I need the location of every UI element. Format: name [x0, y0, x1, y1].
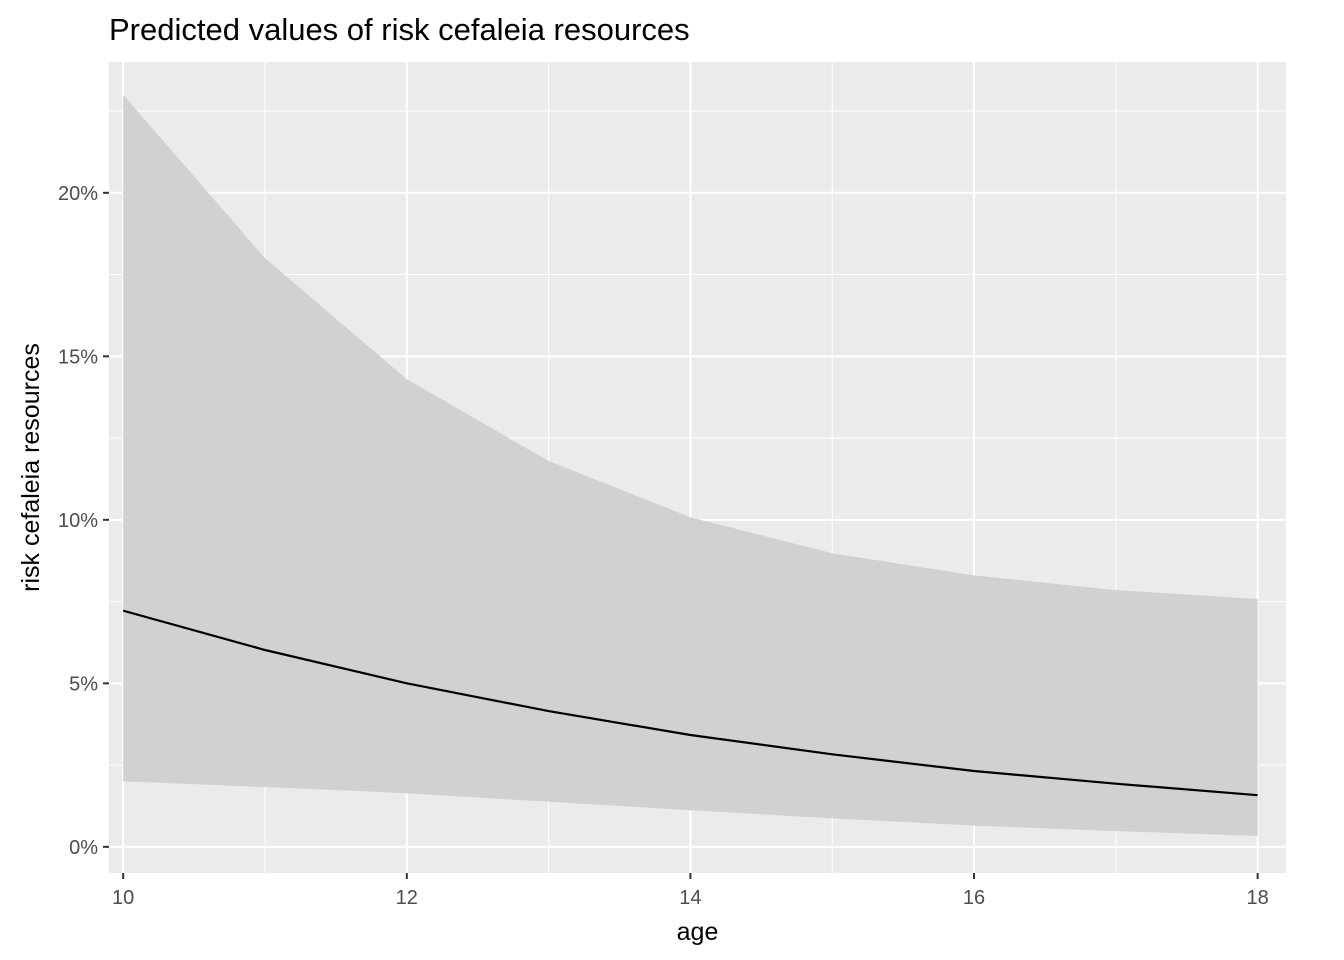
- y-axis: 0% 5% 10% 15% 20%: [58, 183, 109, 859]
- y-tick-label: 5%: [69, 673, 98, 695]
- x-axis-title: age: [677, 918, 719, 946]
- x-tick-label: 16: [963, 887, 985, 909]
- x-tick-label: 12: [396, 887, 418, 909]
- x-axis: 10 12 14 16 18: [112, 873, 1269, 909]
- x-tick-label: 10: [112, 887, 134, 909]
- predicted-line: [122, 609, 1258, 797]
- y-tick-label: 0%: [69, 837, 98, 859]
- y-tick-label: 20%: [58, 183, 98, 205]
- y-tick-label: 15%: [58, 346, 98, 368]
- y-tick-label: 10%: [58, 510, 98, 532]
- confidence-band: [123, 94, 1258, 836]
- y-axis-title: risk cefaleia resources: [17, 343, 45, 592]
- x-tick-label: 18: [1247, 887, 1269, 909]
- x-tick-label: 14: [679, 887, 701, 909]
- chart-title: Predicted values of risk cefaleia resour…: [109, 12, 690, 47]
